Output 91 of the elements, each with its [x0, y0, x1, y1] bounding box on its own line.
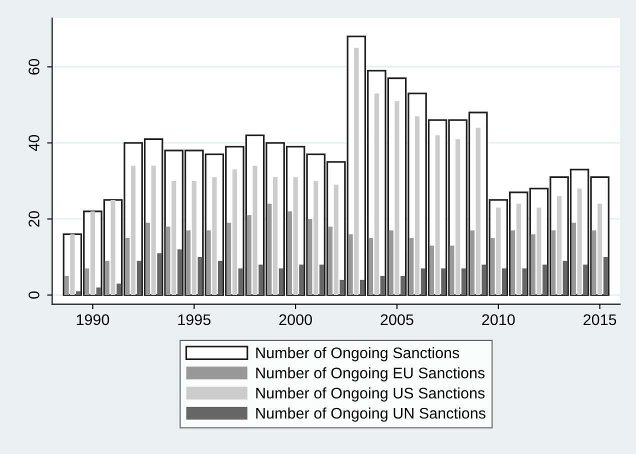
bar — [556, 196, 562, 296]
bar — [394, 101, 400, 296]
bar — [172, 180, 176, 296]
bar — [551, 230, 556, 296]
bar — [186, 230, 191, 296]
bar — [267, 204, 272, 296]
y-tick-label: 60 — [28, 58, 40, 75]
bar — [76, 291, 81, 296]
bar — [456, 139, 460, 296]
bar — [252, 166, 258, 296]
x-tick-label: 1995 — [178, 314, 210, 326]
x-tick-label: 2005 — [380, 314, 414, 326]
bar — [299, 264, 304, 296]
legend-label: Number of Ongoing Sanctions — [256, 347, 460, 362]
bar — [177, 249, 182, 296]
bar — [96, 287, 101, 296]
bar — [116, 284, 122, 296]
bar — [278, 268, 284, 296]
bar — [429, 246, 434, 296]
bar — [198, 257, 202, 296]
y-tick-label: 40 — [28, 135, 40, 152]
bar — [400, 276, 406, 296]
bar — [151, 166, 156, 296]
bar — [354, 48, 359, 296]
bar — [510, 230, 516, 296]
bar — [420, 268, 426, 296]
bar — [136, 260, 142, 296]
bar — [450, 246, 454, 296]
x-tick-label: 2000 — [279, 314, 312, 326]
bar — [218, 260, 223, 296]
legend-label: Number of Ongoing UN Sanctions — [256, 407, 486, 422]
bar — [435, 135, 440, 296]
bar — [542, 264, 548, 296]
bar — [409, 238, 414, 296]
bar — [482, 264, 486, 296]
legend-label: Number of Ongoing US Sanctions — [256, 387, 485, 402]
bar — [206, 230, 211, 296]
bar — [603, 257, 608, 296]
bar — [226, 222, 232, 296]
bar — [232, 170, 237, 296]
bar — [258, 264, 264, 296]
bar — [314, 180, 318, 296]
bar — [287, 211, 292, 296]
bar — [166, 226, 170, 296]
bar — [125, 238, 130, 296]
bar — [212, 177, 217, 296]
bar — [84, 268, 90, 296]
bar — [522, 268, 527, 296]
bar — [592, 230, 596, 296]
bar — [64, 276, 69, 296]
bar — [598, 204, 602, 296]
bar — [414, 116, 420, 296]
bar — [246, 215, 252, 296]
bar — [272, 177, 278, 296]
bar — [104, 260, 110, 296]
y-tick-label: 20 — [28, 211, 40, 227]
bar — [516, 204, 521, 296]
bar — [441, 268, 446, 296]
bar — [470, 230, 475, 296]
bar — [192, 180, 196, 296]
legend-label: Number of Ongoing EU Sanctions — [256, 367, 485, 382]
bar — [328, 226, 333, 296]
bar — [577, 188, 582, 296]
bar — [380, 276, 385, 296]
bar — [502, 268, 507, 296]
bar — [530, 234, 536, 296]
bar — [476, 128, 480, 296]
x-tick-label: 2015 — [584, 314, 616, 326]
bar — [374, 93, 379, 296]
bar — [348, 234, 353, 296]
bar — [368, 238, 374, 296]
bar — [388, 230, 394, 296]
bar — [334, 184, 338, 296]
x-tick-label: 2010 — [482, 314, 515, 326]
bar — [319, 264, 324, 296]
bar — [536, 208, 542, 296]
bar — [461, 268, 466, 296]
y-tick-label: 0 — [28, 291, 40, 299]
bar — [293, 177, 298, 296]
bar — [571, 222, 576, 296]
bar — [157, 253, 162, 296]
bar — [490, 238, 495, 296]
bar — [130, 166, 136, 296]
bar — [360, 280, 365, 296]
bar — [238, 268, 243, 296]
bar — [145, 222, 150, 296]
x-tick-label: 1990 — [76, 314, 110, 326]
bar — [562, 260, 568, 296]
bar — [340, 280, 344, 296]
bar — [583, 264, 588, 296]
bar — [308, 218, 312, 296]
